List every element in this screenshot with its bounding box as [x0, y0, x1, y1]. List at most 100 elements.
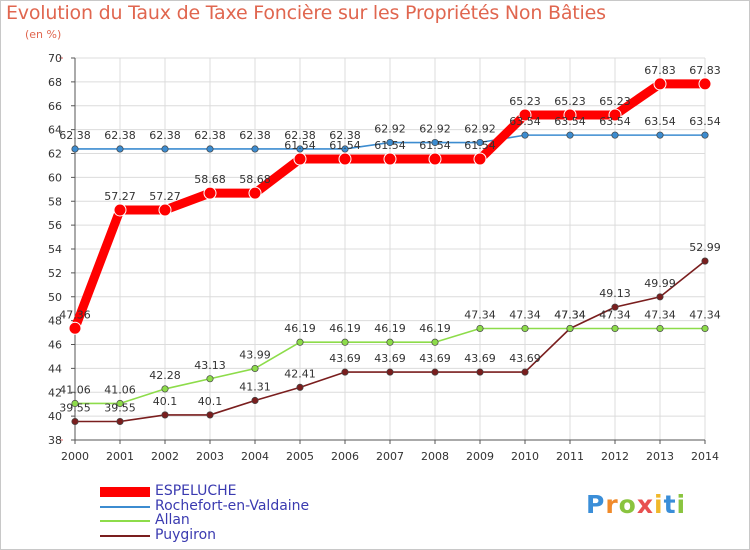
chart-title: Evolution du Taux de Taxe Foncière sur l… — [6, 2, 606, 24]
data-label: 61.54 — [419, 139, 451, 152]
data-point — [656, 324, 664, 333]
x-tick-label: 2009 — [466, 450, 494, 463]
logo-letter: P — [586, 490, 606, 519]
x-tick-label: 2010 — [511, 450, 539, 463]
y-tick-label: 58 — [48, 195, 62, 208]
y-tick-label: 40 — [48, 410, 62, 423]
legend-label-puygiron: Puygiron — [155, 526, 217, 543]
y-tick-label: 46 — [48, 339, 62, 352]
data-label: 63.54 — [554, 115, 586, 128]
data-label: 43.99 — [239, 348, 271, 361]
data-label: 57.27 — [149, 190, 181, 203]
data-point — [161, 145, 169, 153]
data-label: 67.83 — [689, 64, 721, 77]
y-tick-label: 60 — [48, 171, 62, 184]
data-point — [701, 131, 709, 139]
legend-swatch-puygiron — [100, 534, 150, 537]
data-point — [68, 321, 82, 335]
data-labels: 39.55 39.55 40.1 40.1 41.31 42.41 43.69 43.69 43… — [59, 64, 721, 415]
x-tick-label: 2006 — [331, 450, 359, 463]
data-point — [203, 186, 217, 200]
data-label: 41.31 — [239, 380, 271, 393]
data-point — [341, 145, 349, 153]
data-point — [431, 368, 439, 376]
data-point — [566, 324, 574, 333]
data-point — [518, 108, 532, 122]
data-point — [521, 324, 529, 333]
data-point — [293, 152, 307, 166]
legend-swatch-allan — [100, 520, 150, 522]
data-point — [116, 145, 124, 153]
data-point — [701, 324, 709, 333]
logo-letter: o — [618, 490, 637, 519]
data-point — [521, 368, 529, 376]
data-label: 42.41 — [284, 367, 316, 380]
data-label: 58.68 — [194, 173, 226, 186]
data-label: 43.69 — [419, 352, 451, 365]
data-label: 62.92 — [464, 123, 496, 136]
data-label: 61.54 — [464, 139, 496, 152]
data-point — [476, 138, 484, 147]
data-label: 47.34 — [644, 309, 676, 322]
y-tick-label: 66 — [48, 100, 62, 113]
data-label: 62.38 — [149, 129, 181, 142]
legend-swatch-rochefort — [100, 505, 150, 508]
legend-label-rochefort: Rochefort-en-Valdaine — [155, 497, 310, 514]
data-label: 62.92 — [374, 123, 406, 136]
data-point — [386, 138, 394, 147]
data-point — [476, 324, 484, 333]
data-point — [341, 368, 349, 376]
data-point — [113, 203, 127, 217]
data-label: 46.19 — [329, 322, 361, 335]
y-tick-label: 64 — [48, 124, 62, 137]
data-point — [158, 203, 172, 217]
data-point — [341, 338, 349, 346]
data-label: 63.54 — [599, 115, 631, 128]
grid-lines — [74, 57, 706, 441]
logo-letter: x — [636, 490, 654, 519]
data-label: 47.34 — [689, 309, 721, 322]
y-tick-label: 68 — [48, 76, 62, 89]
data-label: 62.38 — [59, 129, 91, 142]
data-point — [611, 303, 619, 311]
data-point — [206, 145, 214, 153]
data-point — [386, 338, 394, 346]
data-point — [116, 399, 124, 408]
x-tick-label: 2013 — [646, 450, 674, 463]
x-tick-label: 2001 — [106, 450, 134, 463]
x-tick-label: 2002 — [151, 450, 179, 463]
data-label: 62.38 — [194, 129, 226, 142]
data-point — [428, 152, 442, 166]
data-point — [476, 368, 484, 376]
data-label: 40.1 — [153, 395, 178, 408]
logo-letter: i — [676, 490, 687, 519]
data-label: 47.34 — [509, 309, 541, 322]
data-point — [701, 257, 709, 265]
y-tick-label: 54 — [48, 243, 62, 256]
data-label: 39.55 — [104, 401, 136, 414]
series-lines — [68, 77, 712, 426]
data-point — [431, 338, 439, 346]
data-label: 62.38 — [239, 129, 271, 142]
x-tick-label: 2004 — [241, 450, 269, 463]
y-tick-label: 48 — [48, 315, 62, 328]
data-label: 63.54 — [689, 115, 721, 128]
data-label: 65.23 — [509, 95, 541, 108]
data-point — [521, 131, 529, 139]
data-point — [116, 417, 124, 426]
data-point — [656, 131, 664, 139]
x-tick-label: 2007 — [376, 450, 404, 463]
data-point — [296, 383, 304, 391]
data-point — [248, 186, 262, 200]
y-tick-label: 38 — [48, 434, 62, 447]
data-point — [71, 145, 79, 153]
data-label: 41.06 — [104, 383, 136, 396]
y-tick-label: 62 — [48, 148, 62, 161]
legend-swatch-espeluche — [100, 487, 150, 497]
data-label: 39.55 — [59, 401, 91, 414]
data-label: 65.23 — [554, 95, 586, 108]
data-point — [161, 385, 169, 393]
logo-letter: i — [654, 490, 664, 519]
data-label: 47.34 — [599, 309, 631, 322]
